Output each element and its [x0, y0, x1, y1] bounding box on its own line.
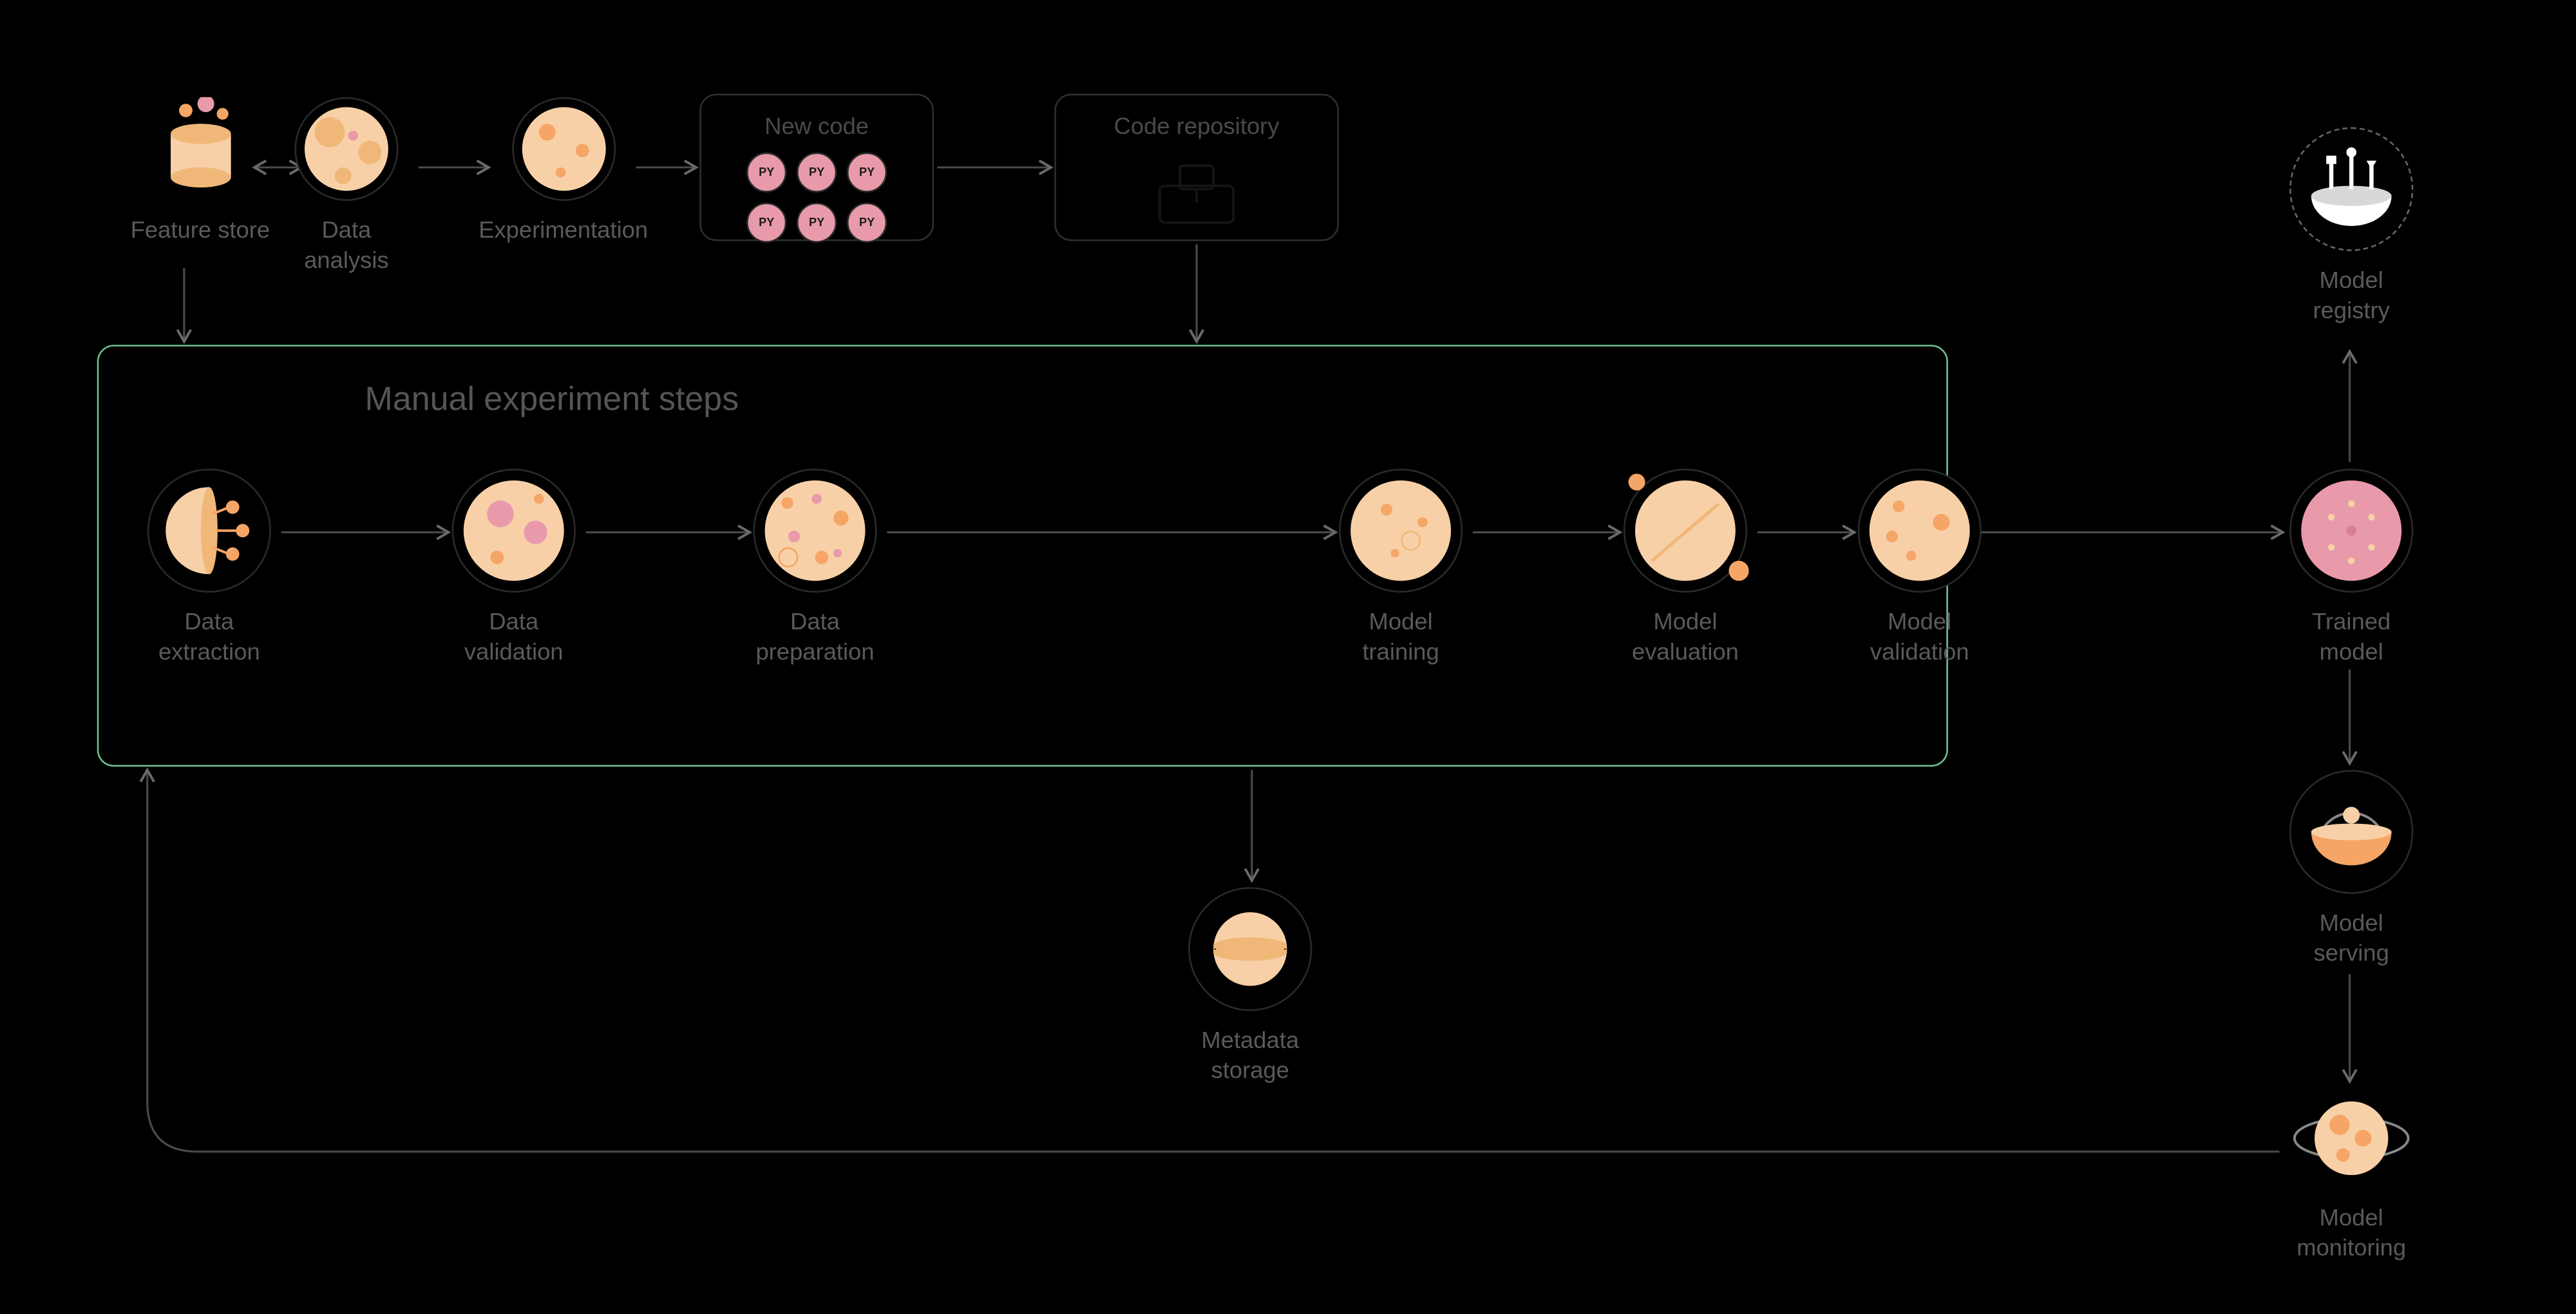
- node-data-analysis: Data analysis: [294, 97, 398, 275]
- py-chip: PY: [797, 202, 837, 242]
- node-label: Model monitoring: [2297, 1202, 2406, 1263]
- py-chip: PY: [847, 202, 887, 242]
- py-chip-grid: PY PY PY PY PY PY: [724, 152, 909, 242]
- node-model-training: Model training: [1339, 469, 1463, 667]
- node-data-preparation: Data preparation: [753, 469, 876, 667]
- node-label: Model serving: [2314, 908, 2389, 969]
- node-metadata-storage: Metadata storage: [1188, 887, 1312, 1085]
- node-label: Experimentation: [478, 214, 648, 245]
- py-chip: PY: [746, 202, 786, 242]
- model-evaluation-icon: [1635, 481, 1736, 581]
- experimentation-icon: [522, 107, 605, 191]
- py-chip: PY: [746, 152, 786, 192]
- node-label: Data analysis: [304, 214, 388, 276]
- data-extraction-icon: [159, 481, 260, 581]
- node-label: Feature store: [131, 214, 270, 245]
- model-training-icon: [1350, 481, 1451, 581]
- py-chip: PY: [847, 152, 887, 192]
- data-validation-icon: [464, 481, 564, 581]
- trained-model-icon: [2301, 481, 2401, 581]
- node-label: Data validation: [464, 606, 564, 667]
- node-model-monitoring: Model monitoring: [2289, 1088, 2413, 1262]
- model-serving-icon: [2301, 782, 2401, 882]
- node-label: Model validation: [1870, 606, 1969, 667]
- node-label: Model training: [1362, 606, 1439, 667]
- data-analysis-icon: [305, 107, 388, 191]
- box-code-repository: Code repository: [1054, 94, 1339, 242]
- node-trained-model: Trained model: [2289, 469, 2413, 667]
- model-registry-icon: [2301, 139, 2401, 240]
- box-title: Code repository: [1079, 112, 1314, 139]
- node-data-validation: Data validation: [452, 469, 576, 667]
- box-new-code: New code PY PY PY PY PY PY: [699, 94, 934, 242]
- node-model-registry: Model registry: [2289, 128, 2413, 326]
- model-validation-icon: [1870, 481, 1970, 581]
- node-label: Data extraction: [158, 606, 260, 667]
- diagram-canvas: Manual experiment steps Feature store: [0, 0, 2571, 1314]
- node-data-extraction: Data extraction: [147, 469, 271, 667]
- node-label: Data preparation: [756, 606, 875, 667]
- node-model-serving: Model serving: [2289, 770, 2413, 968]
- py-chip: PY: [797, 152, 837, 192]
- manual-steps-title: Manual experiment steps: [365, 382, 739, 421]
- box-title: New code: [724, 112, 909, 139]
- node-model-evaluation: Model evaluation: [1624, 469, 1747, 667]
- node-label: Metadata storage: [1201, 1024, 1299, 1085]
- feature-store-icon: [148, 97, 252, 201]
- node-label: Model evaluation: [1632, 606, 1739, 667]
- node-experimentation: Experimentation: [478, 97, 648, 245]
- node-model-validation: Model validation: [1858, 469, 1982, 667]
- metadata-storage-icon: [1200, 899, 1300, 1000]
- model-monitoring-icon: [2289, 1088, 2413, 1188]
- node-label: Trained model: [2312, 606, 2391, 667]
- node-feature-store: Feature store: [131, 97, 270, 245]
- node-label: Model registry: [2313, 265, 2390, 326]
- repository-icon: [1146, 152, 1247, 229]
- data-preparation-icon: [765, 481, 866, 581]
